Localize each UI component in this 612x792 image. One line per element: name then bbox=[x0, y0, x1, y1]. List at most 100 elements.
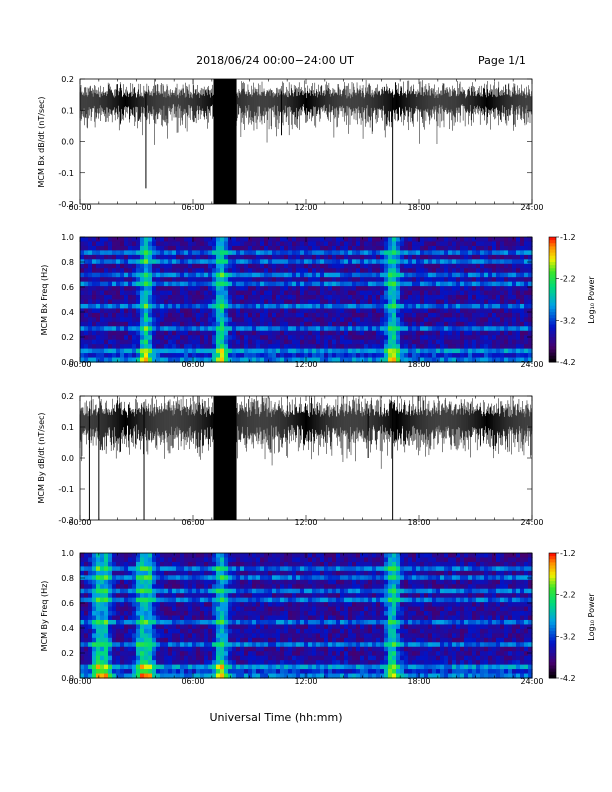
heatmap-cell bbox=[208, 281, 213, 287]
heatmap-cell bbox=[188, 561, 193, 567]
heatmap-cell bbox=[428, 290, 433, 296]
heatmap-cell bbox=[288, 237, 293, 243]
heatmap-cell bbox=[192, 286, 197, 292]
heatmap-cell bbox=[324, 245, 329, 251]
heatmap-cell bbox=[80, 588, 85, 594]
heatmap-cell bbox=[452, 245, 457, 251]
heatmap-cell bbox=[304, 303, 309, 310]
heatmap-cell bbox=[196, 588, 201, 594]
heatmap-cell bbox=[180, 344, 185, 350]
heatmap-cell bbox=[388, 259, 393, 265]
heatmap-cell bbox=[440, 263, 445, 269]
heatmap-cell bbox=[172, 326, 177, 332]
heatmap-cell bbox=[112, 286, 117, 292]
heatmap-cell bbox=[84, 321, 89, 327]
heatmap-cell bbox=[484, 250, 489, 256]
heatmap-cell bbox=[448, 303, 453, 310]
heatmap-cell bbox=[408, 339, 413, 345]
heatmap-cell bbox=[116, 588, 121, 594]
heatmap-cell bbox=[176, 308, 181, 314]
heatmap-cell bbox=[144, 281, 149, 287]
heatmap-cell bbox=[496, 357, 501, 363]
heatmap-cell bbox=[452, 357, 457, 363]
heatmap-cell bbox=[520, 259, 525, 265]
heatmap-cell bbox=[280, 606, 285, 612]
heatmap-cell bbox=[460, 290, 465, 296]
heatmap-cell bbox=[452, 268, 457, 274]
heatmap-cell bbox=[288, 254, 293, 260]
heatmap-cell bbox=[276, 646, 281, 652]
heatmap-cell bbox=[176, 593, 181, 599]
heatmap-cell bbox=[212, 312, 217, 318]
heatmap-cell bbox=[284, 254, 289, 260]
heatmap-cell bbox=[132, 646, 137, 652]
heatmap-cell bbox=[312, 299, 317, 305]
heatmap-cell bbox=[376, 321, 381, 327]
heatmap-cell bbox=[228, 660, 233, 666]
heatmap-cell bbox=[272, 633, 277, 639]
heatmap-cell bbox=[192, 339, 197, 345]
heatmap-cell bbox=[112, 277, 117, 283]
heatmap-cell bbox=[260, 615, 265, 621]
heatmap-cell bbox=[488, 254, 493, 260]
heatmap-cell bbox=[232, 633, 237, 639]
heatmap-cell bbox=[208, 312, 213, 318]
heatmap-cell bbox=[376, 268, 381, 274]
heatmap-cell bbox=[108, 611, 113, 617]
heatmap-cell bbox=[264, 584, 269, 590]
heatmap-cell bbox=[376, 344, 381, 350]
heatmap-cell bbox=[416, 281, 421, 287]
heatmap-cell bbox=[196, 633, 201, 639]
heatmap-cell bbox=[184, 344, 189, 350]
heatmap-cell bbox=[272, 606, 277, 612]
heatmap-cell bbox=[472, 268, 477, 274]
heatmap-cell bbox=[276, 619, 281, 626]
heatmap-cell bbox=[208, 651, 213, 657]
heatmap-cell bbox=[260, 312, 265, 318]
heatmap-cell bbox=[212, 250, 217, 256]
heatmap-cell bbox=[252, 566, 257, 572]
heatmap-cell bbox=[200, 330, 205, 336]
heatmap-cell bbox=[240, 281, 245, 287]
heatmap-cell bbox=[136, 277, 141, 283]
heatmap-cell bbox=[240, 637, 245, 643]
heatmap-cell bbox=[420, 241, 425, 247]
heatmap-cell bbox=[180, 308, 185, 314]
heatmap-cell bbox=[112, 669, 117, 675]
heatmap-cell bbox=[188, 357, 193, 363]
heatmap-cell bbox=[340, 250, 345, 256]
heatmap-cell bbox=[104, 290, 109, 296]
heatmap-cell bbox=[224, 237, 229, 243]
heatmap-cell bbox=[292, 281, 297, 287]
heatmap-cell bbox=[260, 299, 265, 305]
heatmap-cell bbox=[164, 633, 169, 639]
heatmap-cell bbox=[84, 664, 89, 670]
heatmap-cell bbox=[204, 326, 209, 332]
heatmap-cell bbox=[124, 611, 129, 617]
heatmap-cell bbox=[316, 281, 321, 287]
heatmap-cell bbox=[432, 303, 437, 310]
heatmap-cell bbox=[424, 303, 429, 310]
heatmap-cell bbox=[324, 290, 329, 296]
heatmap-cell bbox=[88, 642, 93, 648]
heatmap-cell bbox=[324, 308, 329, 314]
heatmap-cell bbox=[124, 312, 129, 318]
heatmap-cell bbox=[360, 281, 365, 287]
heatmap-cell bbox=[368, 335, 373, 341]
heatmap-cell bbox=[452, 286, 457, 292]
heatmap-cell bbox=[184, 628, 189, 634]
heatmap-cell bbox=[244, 619, 249, 626]
heatmap-cell bbox=[80, 357, 85, 363]
heatmap-cell bbox=[216, 637, 221, 643]
heatmap-cell bbox=[416, 263, 421, 269]
heatmap-cell bbox=[168, 570, 173, 576]
heatmap-cell bbox=[300, 295, 305, 301]
heatmap-cell bbox=[476, 326, 481, 332]
heatmap-cell bbox=[288, 611, 293, 617]
heatmap-cell bbox=[152, 250, 157, 256]
heatmap-cell bbox=[184, 619, 189, 626]
heatmap-cell bbox=[340, 237, 345, 243]
heatmap-cell bbox=[452, 241, 457, 247]
heatmap-cell bbox=[376, 312, 381, 318]
